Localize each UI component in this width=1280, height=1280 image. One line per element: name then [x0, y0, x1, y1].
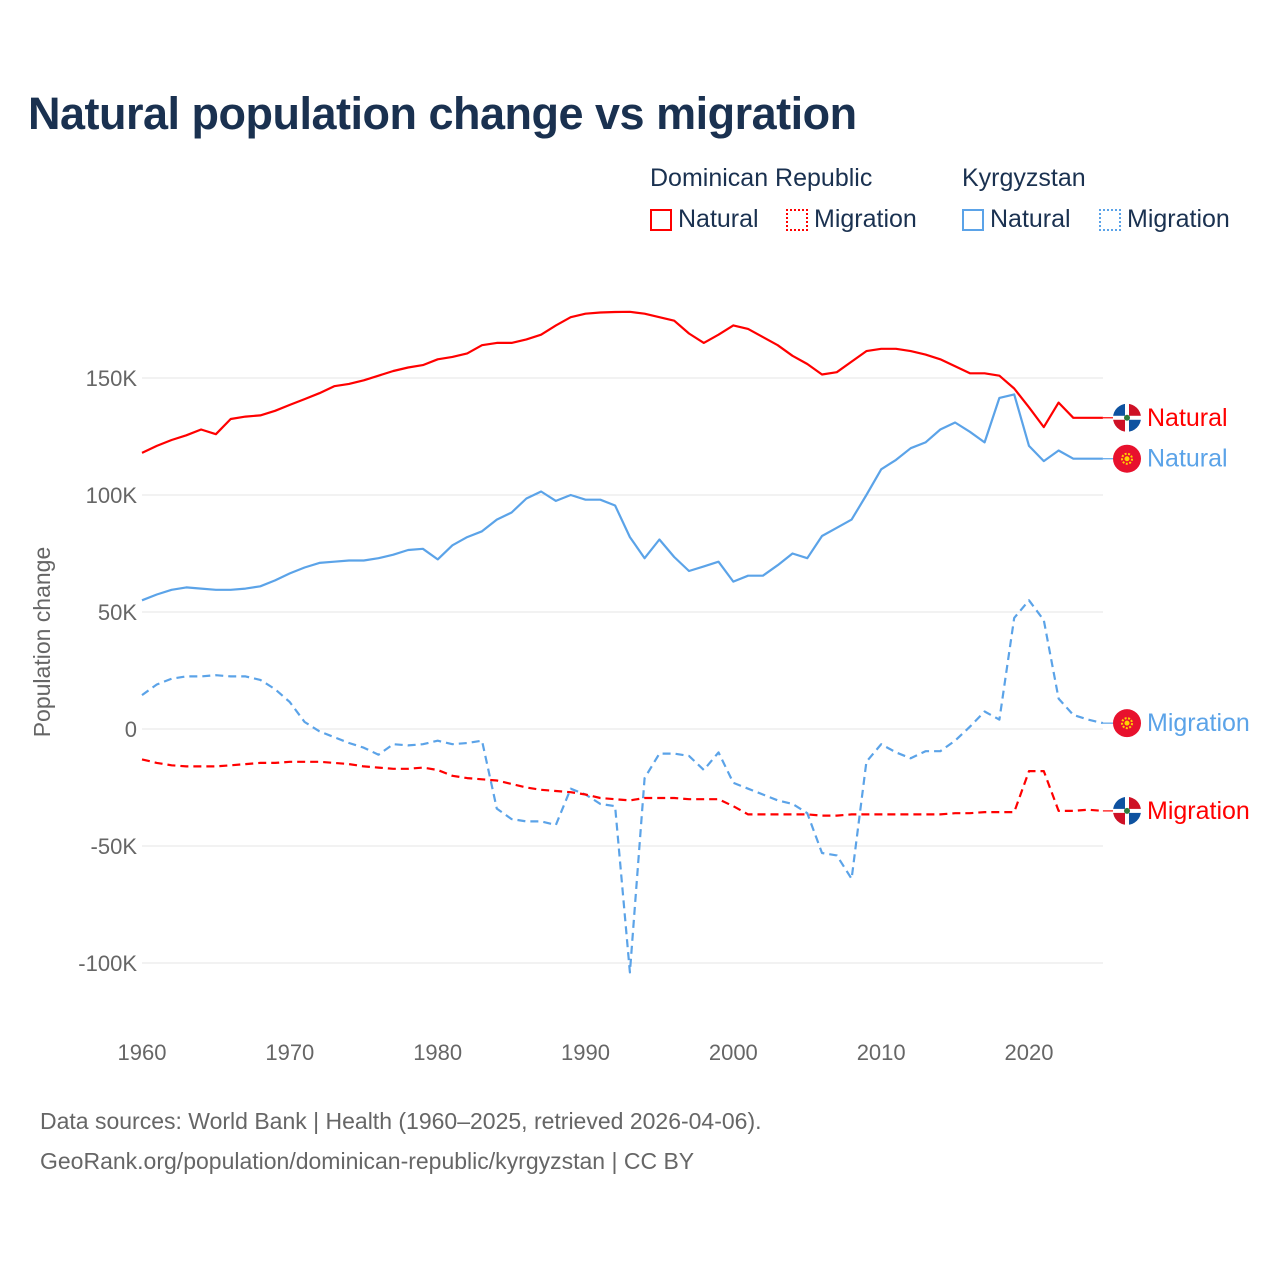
legend-label: Migration	[814, 205, 917, 233]
end-label: Migration	[1147, 709, 1250, 737]
dominican-republic-flag-icon	[1113, 796, 1141, 825]
kyrgyzstan-flag-icon	[1113, 709, 1141, 738]
y-tick-label: -50K	[91, 834, 138, 859]
end-label: Migration	[1147, 797, 1250, 825]
legend-group-kyrgyzstan: Kyrgyzstan	[962, 164, 1086, 192]
y-tick-label: 150K	[86, 366, 138, 391]
legend-item-kg-migration[interactable]: Migration	[1099, 205, 1230, 234]
y-tick-label: -100K	[78, 951, 137, 976]
x-tick-label: 1970	[265, 1040, 314, 1065]
x-tick-label: 1960	[118, 1040, 167, 1065]
y-tick-label: 0	[125, 717, 137, 742]
legend-item-do-migration[interactable]: Migration	[786, 205, 917, 234]
legend-swatch-dotted	[786, 208, 808, 231]
source-line-2: GeoRank.org/population/dominican-republi…	[40, 1148, 695, 1174]
series-line-kyrgyzstan-natural	[141, 393, 1103, 602]
end-label: Natural	[1147, 445, 1228, 473]
x-tick-label: 2010	[857, 1040, 906, 1065]
x-tick-label: 2020	[1005, 1040, 1054, 1065]
series-line-kyrgyzstan-migration	[141, 599, 1104, 974]
series-line-dominican-republic-natural	[141, 310, 1103, 454]
dominican-republic-flag-icon	[1113, 403, 1141, 432]
legend-swatch-solid	[962, 208, 984, 231]
legend-item-do-natural[interactable]: Natural	[650, 205, 759, 234]
legend-item-kg-natural[interactable]: Natural	[962, 205, 1071, 234]
legend-swatch-solid	[650, 208, 672, 231]
y-tick-label: 50K	[98, 600, 137, 625]
legend-label: Migration	[1127, 205, 1230, 233]
y-axis-label: Population change	[29, 547, 55, 738]
kyrgyzstan-flag-icon	[1113, 444, 1141, 473]
x-tick-label: 1990	[561, 1040, 610, 1065]
source-line-1: Data sources: World Bank | Health (1960–…	[40, 1108, 762, 1134]
legend-label: Natural	[678, 205, 759, 233]
series-line-dominican-republic-migration	[141, 758, 1103, 817]
legend-group-dominican-republic: Dominican Republic	[650, 164, 873, 192]
x-tick-label: 2000	[709, 1040, 758, 1065]
legend-label: Natural	[990, 205, 1071, 233]
legend-swatch-dotted	[1099, 208, 1121, 231]
end-label: Natural	[1147, 404, 1228, 432]
y-tick-label: 100K	[86, 483, 138, 508]
x-tick-label: 1980	[413, 1040, 462, 1065]
chart-title: Natural population change vs migration	[28, 88, 857, 139]
